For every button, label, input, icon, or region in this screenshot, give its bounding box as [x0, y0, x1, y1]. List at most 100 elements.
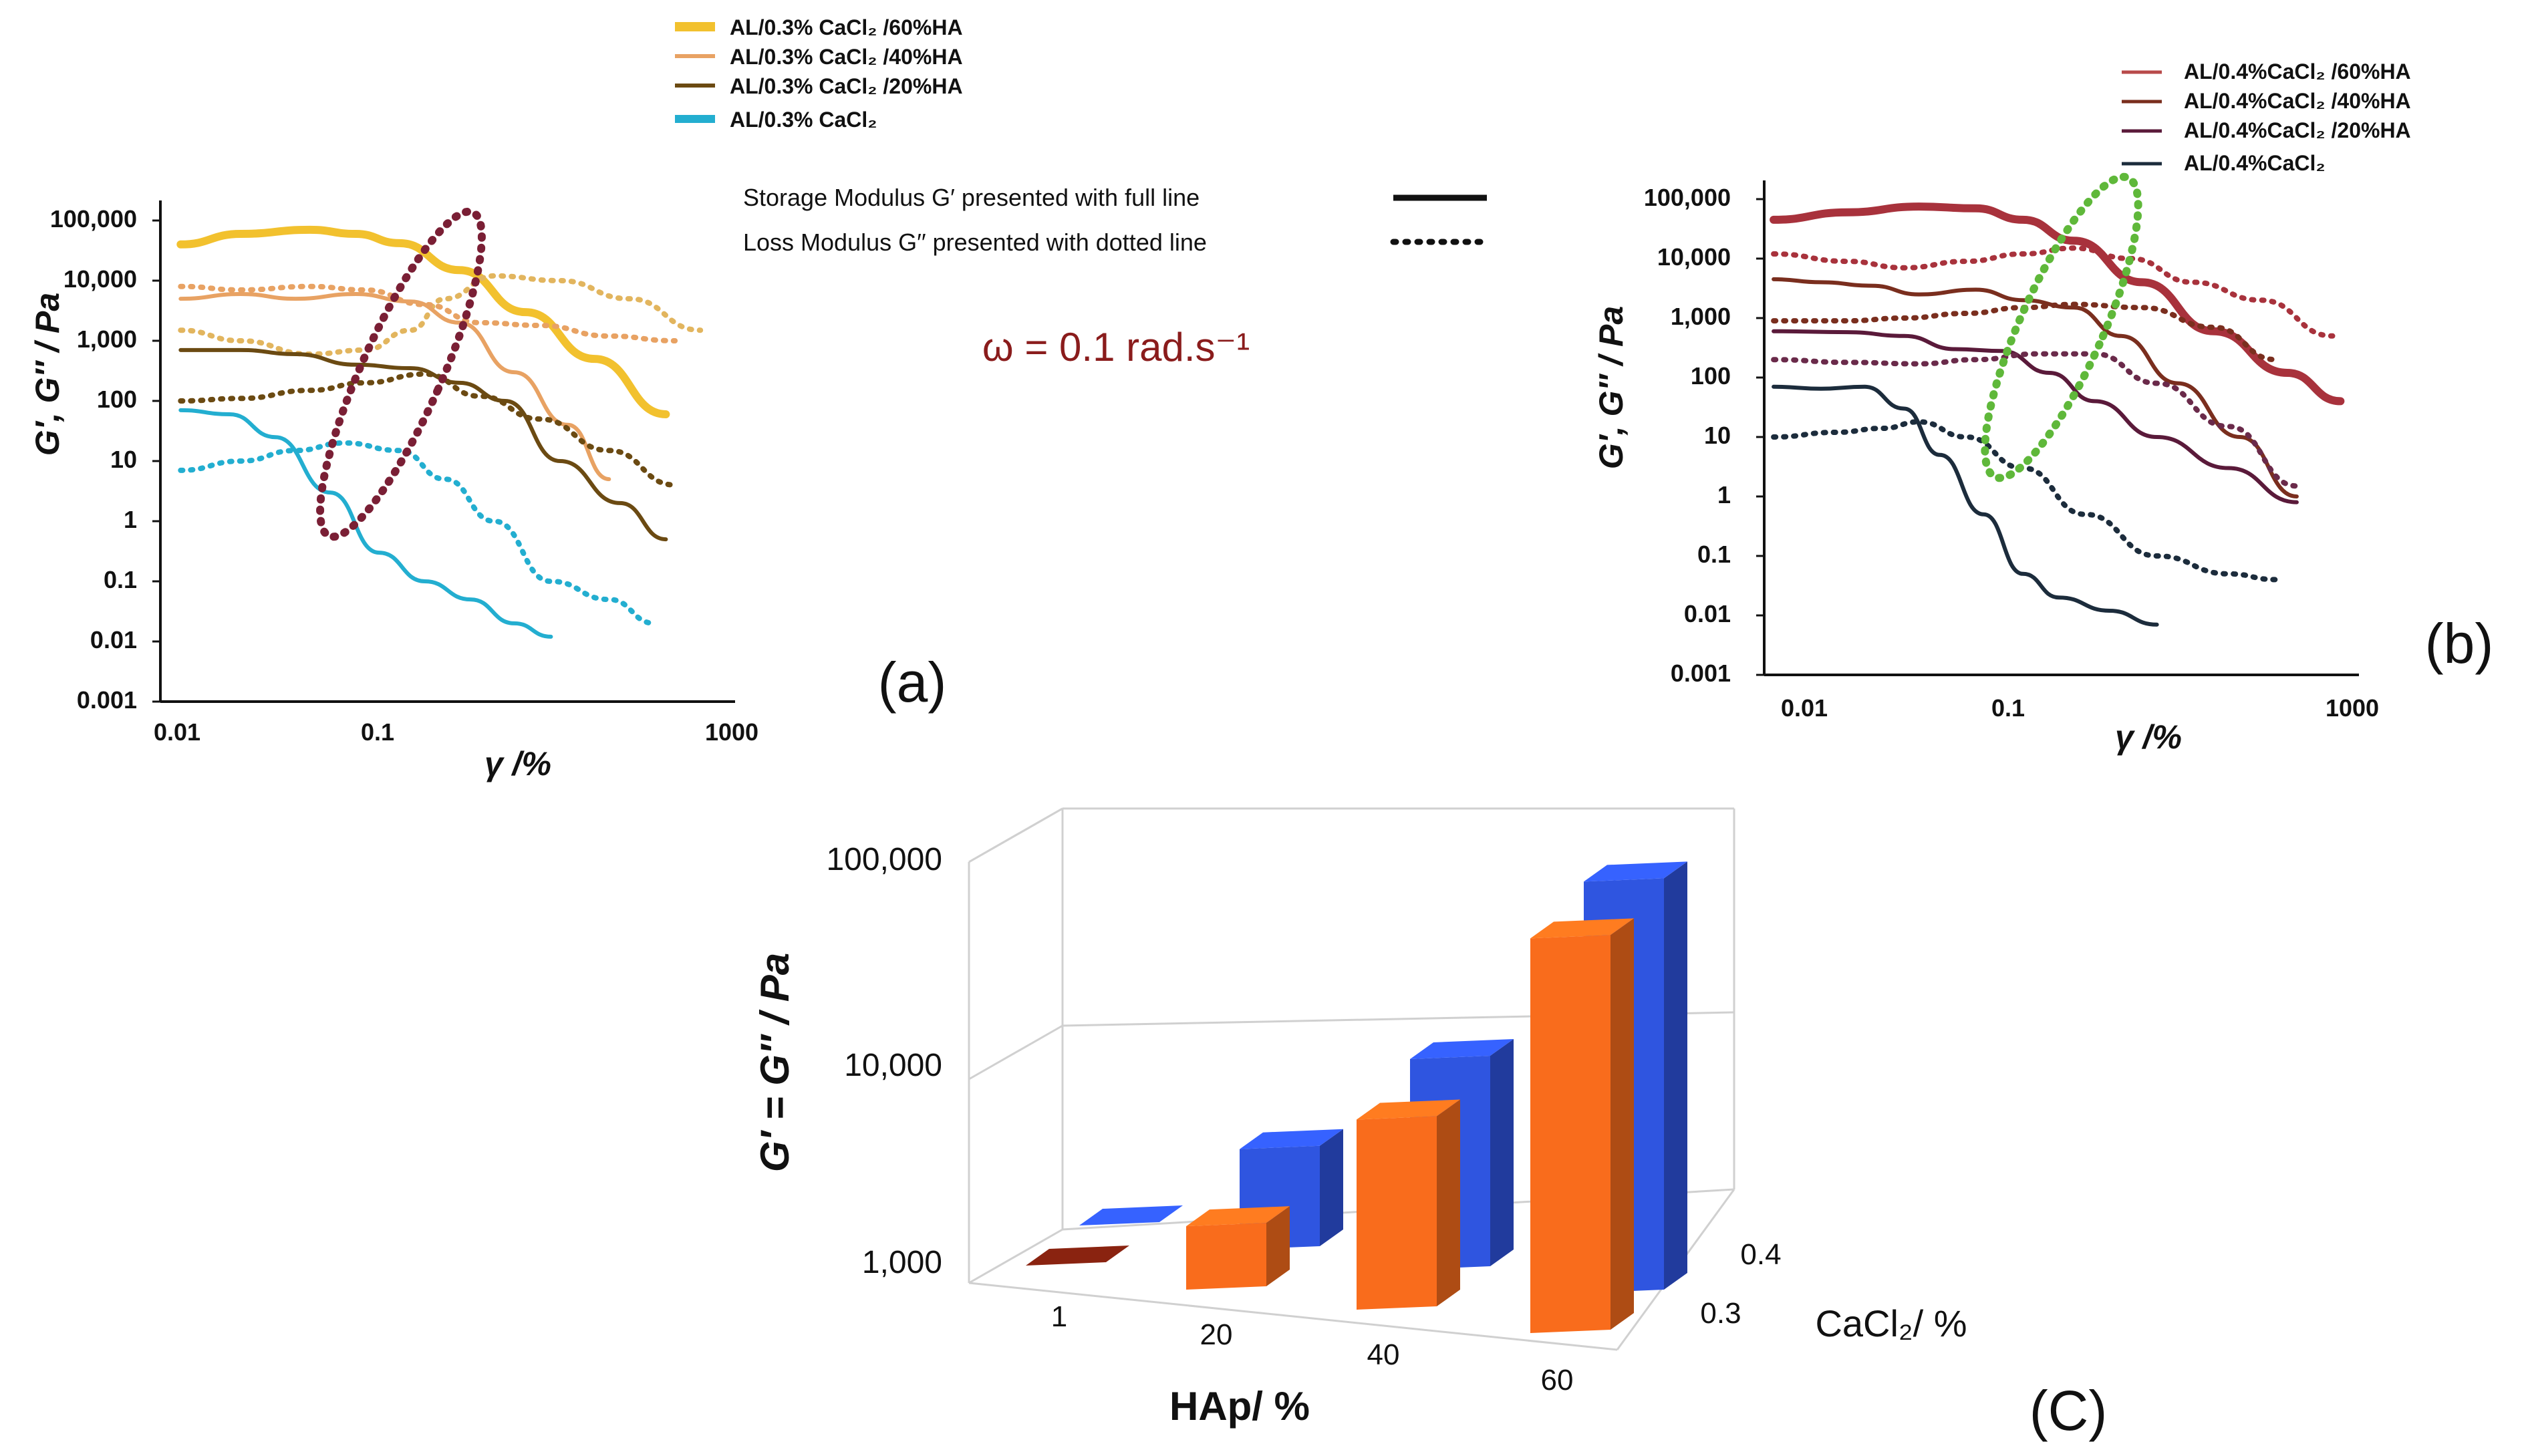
bar-top-cacl2-0.3-hap-40	[1357, 1099, 1460, 1120]
panel-a: AL/0.3% CaCl₂ /60%HA AL/0.3% CaCl₂ /40%H…	[29, 15, 963, 782]
bar-top-cacl2-0.4-hap-40	[1410, 1039, 1514, 1059]
chart-b-ytick-0: 0.001	[1671, 660, 1731, 687]
chart-c-xtick-1: 20	[1200, 1318, 1233, 1351]
chart-b-ticks	[1756, 198, 1764, 676]
bar-top-cacl2-0.3-hap-60	[1530, 918, 1634, 939]
chart-c-ztick-0: 0.3	[1700, 1297, 1741, 1330]
bar-top-cacl2-0.4-hap-20	[1240, 1129, 1343, 1149]
bar-cacl2-0.3-hap-40	[1357, 1116, 1437, 1310]
chart-b-series-20-ha-g-	[1771, 351, 2299, 489]
bar-side-cacl2-0.3-hap-40	[1437, 1099, 1460, 1306]
chart-c-bars	[1026, 861, 1687, 1333]
chart-b-ytick-labels: 0.001 0.01 0.1 1 10 100 1,000 10,000 100…	[1644, 184, 1731, 687]
chart-b-series-0-ha-g-	[1772, 384, 2159, 627]
panel-b-legend: AL/0.4%CaCl₂ /60%HA AL/0.4%CaCl₂ /40%HA …	[2122, 59, 2411, 175]
legend-a-label-3: AL/0.3% CaCl₂ /20%HA	[730, 74, 963, 98]
panel-c-label: (C)	[2029, 1379, 2108, 1442]
chart-c-grid-line	[968, 807, 1063, 863]
bar-side-cacl2-0.4-hap-20	[1320, 1129, 1343, 1246]
omega-label: ω = 0.1 rad.s⁻¹	[982, 325, 1250, 370]
chart-b-xlabel: γ /%	[2115, 718, 2182, 756]
chart-b-series-20-ha-g-	[1772, 329, 2299, 504]
chart-b-series-0-ha-g-	[1771, 419, 2279, 583]
chart-b-series-60-ha-g-	[1771, 245, 2336, 339]
chart-b-ytick-2: 0.1	[1697, 541, 1731, 568]
chart-b-ytick-3: 1	[1717, 481, 1731, 508]
storage-modulus-note: Storage Modulus G′ presented with full l…	[743, 184, 1200, 211]
chart-b-ytick-8: 100,000	[1644, 184, 1731, 211]
chart-b-ytick-5: 100	[1691, 362, 1731, 390]
panel-a-legend: AL/0.3% CaCl₂ /60%HA AL/0.3% CaCl₂ /40%H…	[675, 15, 963, 132]
chart-a-ytick-0: 0.001	[77, 686, 137, 714]
chart-a-series-20-ha-g-	[178, 347, 668, 542]
panel-c: 1,000 10,000 100,000 G′ = G′′ / Pa 1 20 …	[752, 807, 2108, 1442]
bar-cacl2-0.3-hap-60	[1530, 935, 1610, 1333]
chart-b-ytick-4: 10	[1704, 422, 1731, 449]
chart-a-xtick-1: 0.1	[361, 718, 394, 746]
panel-b-label: (b)	[2425, 612, 2494, 675]
chart-a-series-60-ha-g-	[178, 273, 704, 357]
chart-c-frame-line	[968, 1228, 1063, 1284]
chart-a-ytick-8: 100,000	[50, 205, 137, 233]
bar-top-cacl2-0.4-hap-1	[1079, 1205, 1183, 1225]
chart-b-highlight-ellipse	[1981, 172, 2142, 482]
chart-b-series-60-ha-g-	[1770, 202, 2345, 406]
chart-a-ticks	[152, 219, 160, 703]
bar-side-cacl2-0.3-hap-20	[1266, 1206, 1290, 1286]
chart-a-xtick-labels: 0.01 0.1 1000	[154, 718, 758, 746]
chart-a-ytick-1: 0.01	[90, 626, 137, 653]
chart-c-ytick-1: 10,000	[844, 1048, 942, 1083]
chart-b-xtick-2: 1000	[2326, 694, 2379, 722]
chart-b-ytick-6: 1,000	[1671, 303, 1731, 330]
chart-a-ylabel: G′, G′′ / Pa	[29, 293, 66, 456]
chart-b-series	[1770, 202, 2345, 627]
chart-b-ytick-1: 0.01	[1684, 600, 1731, 627]
chart-a-highlight-ellipse	[316, 207, 486, 541]
chart-c-ytick-2: 100,000	[826, 842, 942, 877]
chart-c-xtick-3: 60	[1541, 1364, 1574, 1397]
chart-a-xtick-0: 0.01	[154, 718, 200, 746]
chart-c-ztick-1: 0.4	[1740, 1238, 1781, 1271]
chart-c-ytick-0: 1,000	[862, 1245, 942, 1280]
legend-a-label-1: AL/0.3% CaCl₂ /60%HA	[730, 15, 963, 39]
bar-cacl2-0.3-hap-20	[1186, 1223, 1266, 1290]
chart-c-xlabel: HAp/ %	[1169, 1384, 1310, 1429]
chart-a-xlabel: γ /%	[484, 745, 551, 782]
chart-c-frame-line	[968, 1282, 1618, 1351]
chart-c-ylabel: G′ = G′′ / Pa	[752, 953, 797, 1172]
bar-top-cacl2-0.3-hap-20	[1186, 1206, 1290, 1227]
legend-b-label-2: AL/0.4%CaCl₂ /40%HA	[2184, 89, 2411, 113]
chart-a-series-40-ha-g-	[178, 283, 678, 343]
chart-b-ytick-7: 10,000	[1657, 243, 1731, 271]
chart-b-series-40-ha-g-	[1772, 277, 2299, 498]
chart-a-ytick-2: 0.1	[104, 566, 137, 593]
legend-b-label-1: AL/0.4%CaCl₂ /60%HA	[2184, 59, 2411, 84]
chart-a-series-0-ha-g-	[178, 440, 658, 626]
legend-b-label-4: AL/0.4%CaCl₂	[2184, 151, 2326, 175]
chart-a-series-60-ha-g-	[176, 225, 670, 418]
chart-b-xtick-1: 0.1	[1991, 694, 2025, 722]
bar-top-cacl2-0.3-hap-1	[1026, 1246, 1129, 1266]
legend-b-label-3: AL/0.4%CaCl₂ /20%HA	[2184, 118, 2411, 142]
chart-a-ytick-5: 100	[97, 386, 137, 413]
chart-a-ytick-7: 10,000	[63, 265, 137, 293]
bar-side-cacl2-0.4-hap-60	[1664, 861, 1687, 1290]
chart-b-ylabel: G′, G′′ / Pa	[1592, 306, 1630, 469]
chart-a-ytick-6: 1,000	[77, 325, 137, 353]
bar-top-cacl2-0.4-hap-60	[1584, 861, 1687, 882]
legend-a-label-4: AL/0.3% CaCl₂	[730, 108, 877, 132]
panel-b: AL/0.4%CaCl₂ /60%HA AL/0.4%CaCl₂ /40%HA …	[1592, 59, 2493, 756]
chart-b-xtick-0: 0.01	[1781, 694, 1828, 722]
bar-side-cacl2-0.3-hap-60	[1610, 918, 1634, 1330]
chart-a-ytick-4: 10	[110, 446, 137, 473]
loss-modulus-note: Loss Modulus G′′ presented with dotted l…	[743, 229, 1207, 256]
legend-a-label-2: AL/0.3% CaCl₂ /40%HA	[730, 45, 963, 69]
panel-a-label: (a)	[878, 651, 947, 714]
chart-a-series	[176, 225, 704, 639]
chart-c-zlabel: CaCl₂/ %	[1815, 1302, 1967, 1344]
chart-a-xtick-2: 1000	[705, 718, 758, 746]
chart-c-xtick-2: 40	[1367, 1338, 1400, 1371]
chart-a-ytick-labels: 0.001 0.01 0.1 1 10 100 1,000 10,000 100…	[50, 205, 137, 714]
chart-b-xtick-labels: 0.01 0.1 1000	[1781, 694, 2379, 722]
